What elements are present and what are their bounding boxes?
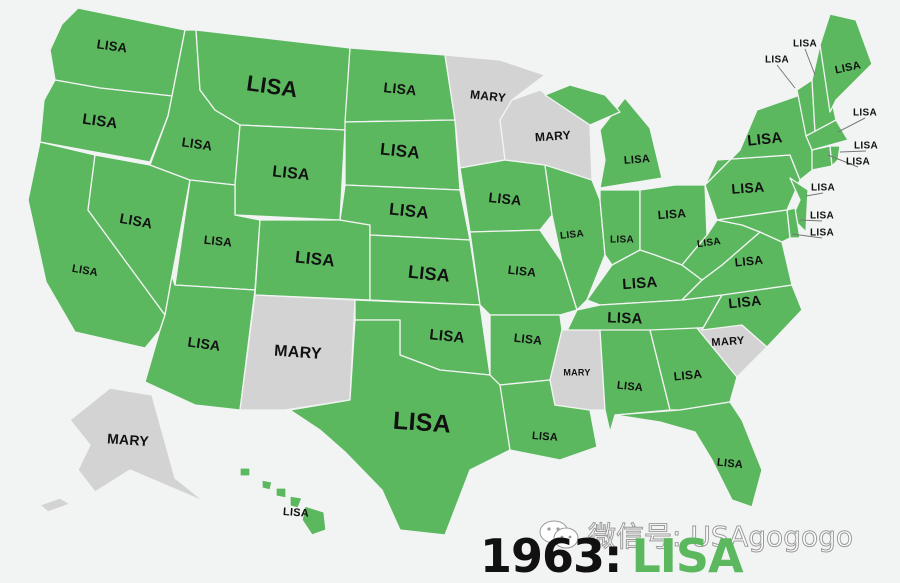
- state-shape-me: [819, 13, 873, 113]
- state-shape-mi: [544, 84, 621, 126]
- state-label-ks: LISA: [407, 262, 451, 286]
- state-label-az: LISA: [187, 333, 222, 353]
- state-shape-hi: [275, 487, 287, 499]
- state-shape-md: [716, 209, 791, 243]
- state-label-sc: MARY: [711, 335, 745, 349]
- state-label-nm: MARY: [274, 343, 323, 363]
- state-label-co: LISA: [294, 247, 336, 270]
- leader-line: [827, 154, 859, 168]
- state-label-wy: LISA: [271, 163, 310, 184]
- leader-line: [804, 48, 816, 76]
- state-label-wv: LISA: [696, 236, 721, 250]
- title-year: 1963:: [480, 529, 622, 583]
- state-label-ma: LISA: [853, 108, 877, 119]
- state-label-ne: LISA: [388, 199, 430, 222]
- state-label-ut: LISA: [203, 233, 233, 250]
- leader-line: [799, 219, 823, 222]
- state-label-ar: LISA: [513, 331, 543, 348]
- state-label-wi: MARY: [534, 128, 571, 144]
- state-shape-ma: [805, 119, 849, 151]
- state-label-ky: LISA: [622, 274, 658, 293]
- state-shape-hi: [261, 479, 273, 491]
- state-label-oh: LISA: [657, 206, 686, 222]
- state-label-tn: LISA: [607, 309, 643, 327]
- state-shape-ct: [811, 145, 833, 171]
- state-shape-hi: [239, 467, 251, 477]
- leader-line: [805, 192, 824, 197]
- state-label-mo: LISA: [507, 263, 537, 280]
- state-shape-mi: [599, 97, 663, 189]
- wechat-icon: [539, 520, 579, 549]
- state-label-nh: LISA: [793, 39, 817, 50]
- state-label-hi: LISA: [282, 506, 309, 520]
- state-shape-ak: [39, 497, 71, 513]
- title-name: LISA: [631, 529, 743, 583]
- state-label-vt: LISA: [765, 55, 789, 66]
- state-label-ok: LISA: [429, 326, 466, 347]
- state-label-ia: LISA: [488, 189, 523, 208]
- state-label-sd: LISA: [379, 139, 421, 162]
- state-shape-hi: [301, 505, 327, 536]
- state-label-de: LISA: [810, 211, 834, 222]
- state-label-ga: LISA: [673, 367, 703, 384]
- watermark: 微信号: USAgogogo: [538, 515, 854, 555]
- leader-line: [839, 150, 867, 153]
- state-label-md: LISA: [810, 228, 834, 239]
- state-label-ri: LISA: [854, 141, 878, 152]
- state-label-mi: LISA: [623, 153, 650, 167]
- state-label-ca: LISA: [71, 263, 99, 279]
- leader-line: [837, 117, 866, 133]
- leader-line: [776, 64, 796, 89]
- state-label-wa: LISA: [96, 36, 129, 55]
- state-label-nj: LISA: [811, 183, 835, 194]
- leader-line: [791, 233, 823, 239]
- state-shape-ri: [829, 145, 841, 167]
- state-shape-ak: [69, 387, 206, 503]
- state-label-fl: LISA: [716, 457, 743, 472]
- state-label-or: LISA: [81, 111, 118, 133]
- watermark-text: 微信号: USAgogogo: [588, 520, 854, 554]
- state-label-va: LISA: [734, 253, 764, 270]
- state-shape-mo: [469, 229, 578, 316]
- state-shape-tx: [289, 319, 511, 536]
- state-label-la: LISA: [531, 430, 558, 444]
- state-shape-wy: [234, 124, 346, 221]
- state-label-ny: LISA: [746, 129, 783, 150]
- state-label-ms: MARY: [563, 367, 590, 377]
- state-label-in: LISA: [610, 235, 634, 246]
- state-label-nc: LISA: [728, 292, 763, 311]
- state-shape-hi: [289, 495, 303, 509]
- state-label-nv: LISA: [119, 210, 154, 232]
- state-label-al: LISA: [616, 380, 643, 395]
- state-label-nd: LISA: [383, 79, 418, 98]
- state-label-ak: MARY: [107, 430, 150, 449]
- map-title: 1963: LISA: [480, 529, 744, 583]
- state-label-me: LISA: [834, 59, 862, 76]
- state-label-pa: LISA: [731, 179, 765, 197]
- state-label-id: LISA: [181, 134, 214, 153]
- state-shape-fl: [614, 401, 763, 508]
- state-label-tx: LISA: [392, 407, 452, 439]
- state-label-mn: MARY: [469, 87, 506, 105]
- state-label-ct: LISA: [846, 157, 870, 168]
- state-label-il: LISA: [560, 228, 585, 241]
